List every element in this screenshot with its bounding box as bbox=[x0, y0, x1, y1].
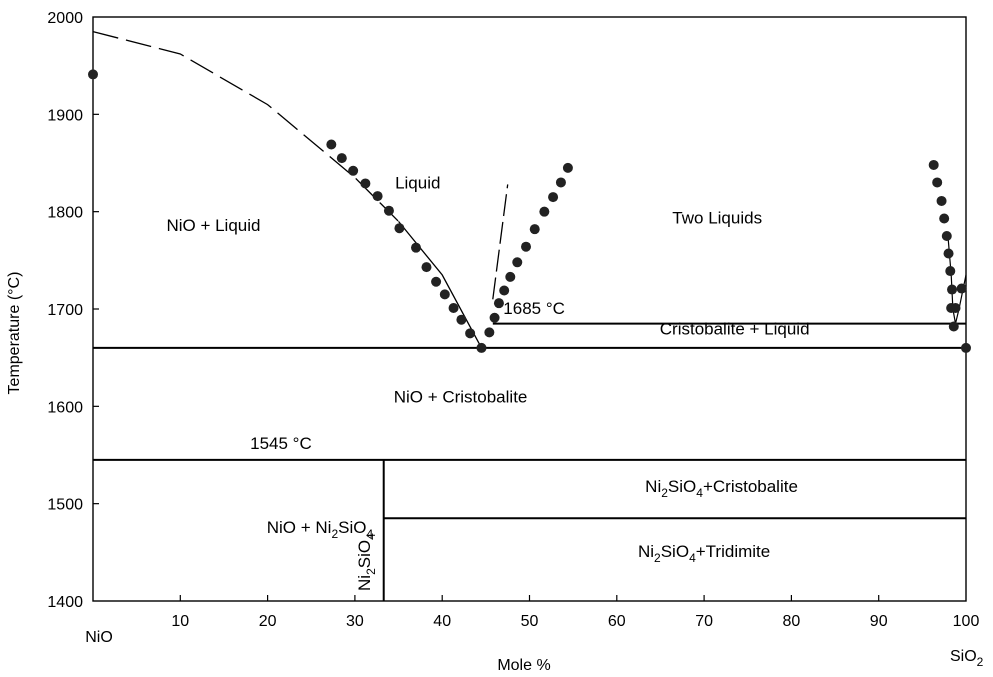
x-tick-label: 40 bbox=[433, 613, 451, 630]
y-tick-label: 1400 bbox=[47, 594, 83, 611]
axes: 10 20 30 40 50 60 70 80 90 100 1400 1500 1600 1700 180… bbox=[47, 10, 979, 630]
x-tick-label: 80 bbox=[783, 613, 801, 630]
x-axis-label: Mole % bbox=[497, 657, 550, 674]
data-point bbox=[562, 162, 573, 173]
data-point bbox=[943, 248, 954, 259]
region-label: Ni2SiO4+Tridimite bbox=[638, 542, 770, 565]
region-label: Ni2SiO4+Cristobalite bbox=[645, 477, 798, 500]
data-point bbox=[360, 178, 371, 189]
data-point bbox=[326, 139, 337, 150]
x-tick-label: 90 bbox=[870, 613, 888, 630]
x-tick-label: 100 bbox=[953, 613, 980, 630]
immiscibility-dashed-curve bbox=[492, 184, 509, 300]
data-point bbox=[529, 224, 540, 235]
region-label: Liquid bbox=[395, 173, 440, 192]
compound-label-ni2sio4: Ni2SiO4 bbox=[355, 533, 378, 591]
y-tick-label: 2000 bbox=[47, 10, 83, 27]
data-point bbox=[521, 241, 532, 252]
data-point bbox=[936, 195, 947, 206]
data-point bbox=[431, 276, 442, 287]
data-point bbox=[421, 262, 432, 273]
y-tick-label: 1900 bbox=[47, 107, 83, 124]
data-point bbox=[456, 314, 467, 325]
data-points bbox=[88, 69, 971, 353]
data-point bbox=[383, 205, 394, 216]
data-point bbox=[484, 327, 495, 338]
data-point bbox=[945, 266, 956, 277]
x-tick-label: 10 bbox=[171, 613, 189, 630]
data-point bbox=[465, 328, 476, 339]
data-point bbox=[439, 289, 450, 300]
x-end-label-left: NiO bbox=[85, 629, 113, 646]
y-tick-label: 1600 bbox=[47, 399, 83, 416]
data-point bbox=[939, 213, 950, 224]
region-labels: 1685 °C 1545 °C NiO + Liquid Liquid Two Liqu… bbox=[166, 173, 809, 591]
temperature-annotation: 1685 °C bbox=[503, 299, 565, 318]
data-point bbox=[394, 223, 405, 234]
data-point bbox=[941, 231, 952, 241]
data-point bbox=[950, 303, 961, 314]
data-point bbox=[88, 69, 98, 80]
data-point bbox=[336, 153, 347, 164]
liquidus-nio-solid-curve bbox=[397, 220, 483, 349]
data-point bbox=[411, 242, 422, 253]
x-end-label-right: SiO2 bbox=[950, 648, 984, 669]
x-tick-label: 30 bbox=[346, 613, 364, 630]
y-tick-label: 1700 bbox=[47, 302, 83, 319]
data-point bbox=[489, 312, 500, 323]
region-label: NiO + Cristobalite bbox=[394, 387, 528, 406]
data-point bbox=[448, 303, 459, 314]
y-tick-label: 1800 bbox=[47, 205, 83, 222]
temperature-annotation: 1545 °C bbox=[250, 434, 312, 453]
data-point bbox=[947, 284, 958, 295]
x-tick-label: 60 bbox=[608, 613, 626, 630]
phase-boundaries bbox=[92, 30, 967, 601]
data-point bbox=[961, 342, 971, 353]
liquidus-nio-dashed-curve bbox=[92, 30, 399, 222]
data-point bbox=[499, 285, 510, 296]
region-label: NiO + Ni2SiO4 bbox=[267, 518, 374, 541]
region-label: Cristobalite + Liquid bbox=[660, 319, 810, 338]
region-label: Two Liquids bbox=[672, 208, 762, 227]
data-point bbox=[555, 177, 566, 188]
data-point bbox=[512, 257, 523, 268]
y-axis-label: Temperature (°C) bbox=[6, 272, 23, 395]
data-point bbox=[928, 159, 939, 170]
data-point bbox=[932, 177, 943, 188]
data-point bbox=[348, 165, 359, 176]
region-label: NiO + Liquid bbox=[166, 216, 260, 235]
data-point bbox=[548, 192, 559, 203]
x-tick-label: 50 bbox=[521, 613, 539, 630]
data-point bbox=[948, 321, 959, 332]
y-tick-label: 1500 bbox=[47, 497, 83, 514]
x-tick-label: 70 bbox=[695, 613, 713, 630]
data-point bbox=[539, 206, 550, 217]
data-point bbox=[476, 342, 487, 353]
data-point bbox=[372, 191, 383, 202]
x-tick-label: 20 bbox=[259, 613, 277, 630]
data-point bbox=[956, 283, 967, 294]
data-point bbox=[493, 298, 504, 309]
data-point bbox=[505, 271, 516, 282]
